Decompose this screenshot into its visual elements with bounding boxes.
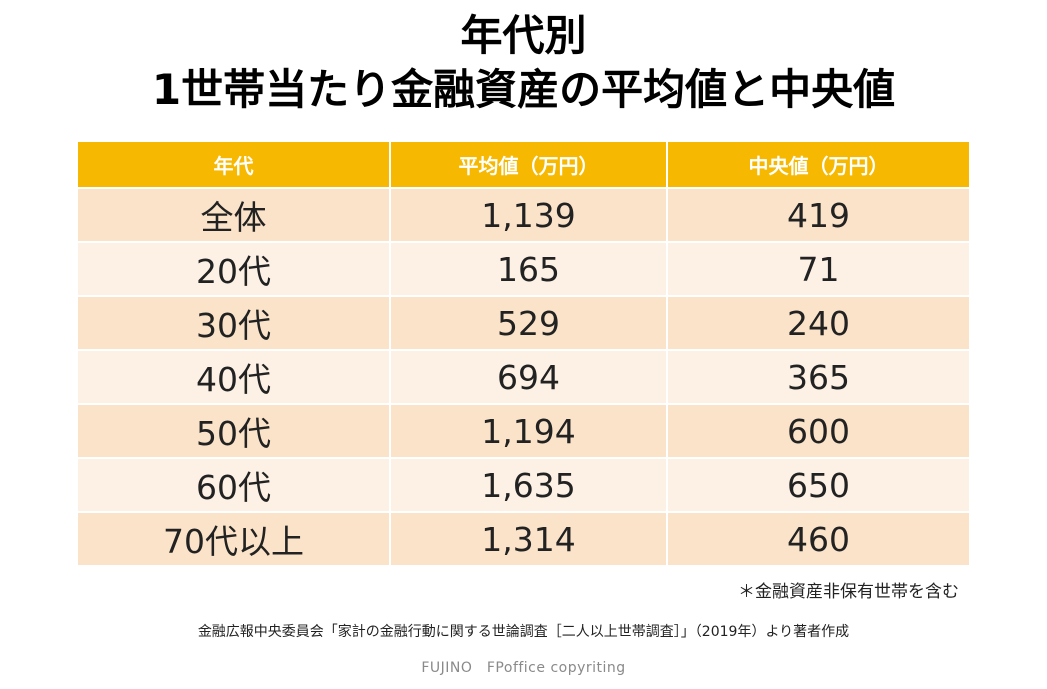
cell-median: 460	[667, 511, 969, 565]
header-median: 中央値（万円）	[667, 142, 969, 188]
cell-median: 240	[667, 295, 969, 350]
cell-average: 529	[390, 295, 668, 350]
header-average: 平均値（万円）	[390, 142, 668, 188]
cell-age-group: 60代	[78, 457, 391, 512]
cell-average: 1,139	[390, 187, 668, 242]
table-row: 40代 694 365	[78, 349, 969, 404]
table-row: 全体 1,139 419	[78, 187, 969, 242]
page-title-line1: 年代別	[460, 11, 587, 60]
table-header-row: 年代 平均値（万円） 中央値（万円）	[78, 142, 969, 188]
table-row: 70代以上 1,314 460	[78, 511, 969, 565]
cell-age-group: 20代	[78, 241, 391, 296]
cell-median: 650	[667, 457, 969, 512]
copyright-credit: FUJINO FPoffice copyriting	[421, 660, 626, 676]
cell-median: 419	[667, 187, 969, 242]
cell-age-group: 50代	[78, 403, 391, 458]
cell-average: 694	[390, 349, 668, 404]
cell-median: 600	[667, 403, 969, 458]
cell-age-group: 70代以上	[78, 511, 391, 565]
cell-median: 71	[667, 241, 969, 296]
cell-average: 1,314	[390, 511, 668, 565]
cell-age-group: 全体	[78, 187, 391, 242]
table-row: 50代 1,194 600	[78, 403, 969, 458]
header-age-group: 年代	[78, 142, 391, 188]
table-row: 20代 165 71	[78, 241, 969, 296]
cell-age-group: 40代	[78, 349, 391, 404]
table-row: 30代 529 240	[78, 295, 969, 350]
footnote: ＊金融資産非保有世帯を含む	[738, 582, 959, 602]
asset-table: 年代 平均値（万円） 中央値（万円） 全体 1,139 419 20代 165 …	[78, 142, 969, 565]
table-row: 60代 1,635 650	[78, 457, 969, 512]
page-title-line2: 1世帯当たり金融資産の平均値と中央値	[151, 65, 896, 114]
cell-average: 165	[390, 241, 668, 296]
source-citation: 金融広報中央委員会「家計の金融行動に関する世論調査［二人以上世帯調査］」（201…	[197, 624, 850, 640]
cell-median: 365	[667, 349, 969, 404]
cell-average: 1,635	[390, 457, 668, 512]
cell-age-group: 30代	[78, 295, 391, 350]
cell-average: 1,194	[390, 403, 668, 458]
